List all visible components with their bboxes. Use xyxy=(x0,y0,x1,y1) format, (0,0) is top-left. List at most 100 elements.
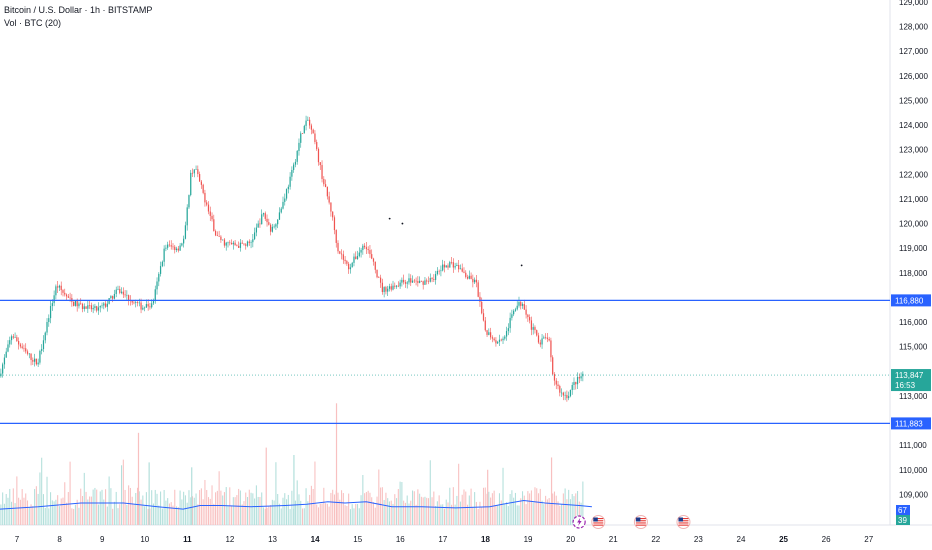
candle xyxy=(534,325,536,334)
candle-body xyxy=(126,295,128,296)
candle-body xyxy=(328,196,330,203)
price-tick-label: 129,000 xyxy=(899,0,928,7)
candle xyxy=(550,337,552,362)
candle xyxy=(466,274,469,280)
candle-body xyxy=(291,169,293,177)
candle-body xyxy=(35,358,37,365)
event-markers[interactable] xyxy=(572,515,691,529)
price-tick-label: 119,000 xyxy=(899,244,928,253)
candle-body xyxy=(9,340,11,345)
candle xyxy=(117,285,119,291)
volume-bar xyxy=(323,487,325,525)
candle xyxy=(275,223,277,230)
price-tick-label: 115,000 xyxy=(899,343,928,352)
candle xyxy=(227,241,229,248)
candle-body xyxy=(397,285,399,287)
candle xyxy=(284,193,286,206)
level-price-label: 111,883 xyxy=(895,419,923,428)
volume-bar xyxy=(317,507,320,525)
price-tick-label: 111,000 xyxy=(899,441,927,450)
volume-bar xyxy=(270,505,272,525)
volume-spike xyxy=(335,403,338,525)
volume-bar xyxy=(438,495,440,525)
candle-body xyxy=(156,281,158,290)
candle xyxy=(33,353,36,367)
candle-body xyxy=(248,241,250,243)
volume-bar xyxy=(280,508,282,525)
volume-bar xyxy=(424,496,426,525)
candle-body xyxy=(253,232,256,240)
volume-bar xyxy=(207,497,210,525)
volume-bar xyxy=(287,494,289,525)
candle-body xyxy=(339,251,341,254)
volume-bar xyxy=(16,476,18,525)
flag-stripe xyxy=(678,522,689,524)
volume-bar xyxy=(562,493,564,525)
candle-body xyxy=(131,300,133,303)
candle-body xyxy=(188,195,190,208)
candle-body xyxy=(62,290,64,293)
candle xyxy=(399,279,401,289)
volume-bar xyxy=(273,500,275,525)
candle-body xyxy=(342,254,344,260)
candle xyxy=(60,281,62,296)
candle-body xyxy=(23,348,25,349)
candle xyxy=(264,211,266,221)
volume-bar xyxy=(408,503,410,525)
candle-body xyxy=(429,278,431,282)
candle-body xyxy=(443,264,446,268)
candle-body xyxy=(332,211,334,218)
candle xyxy=(539,339,541,348)
candle xyxy=(404,279,407,288)
candle xyxy=(316,139,318,151)
candle-body xyxy=(326,186,328,197)
volume-bar xyxy=(341,490,343,525)
candle-body xyxy=(142,307,144,310)
candle xyxy=(562,391,564,401)
volume-bar xyxy=(9,488,11,525)
candle xyxy=(269,223,272,236)
volume-bar xyxy=(278,503,280,525)
candle-body xyxy=(559,386,561,393)
price-axis[interactable]: 129,000 128,000 127,000 126,000 125,000 124,0… xyxy=(899,0,928,499)
volume-bar xyxy=(99,491,101,525)
volume-bar xyxy=(140,499,142,525)
candle-body xyxy=(99,305,101,308)
candle-body xyxy=(452,262,454,268)
candle-body xyxy=(568,396,570,399)
candle-body xyxy=(337,242,339,252)
candle-body xyxy=(346,261,348,264)
candle xyxy=(392,280,394,291)
candle-body xyxy=(268,222,270,225)
volume-bar xyxy=(154,489,156,525)
volume-bar xyxy=(161,508,163,525)
volume-bar xyxy=(94,487,96,525)
time-tick-label: 10 xyxy=(140,535,149,544)
candle-body xyxy=(83,306,85,310)
candle xyxy=(573,377,575,390)
volume-legend[interactable]: Vol · BTC (20) xyxy=(4,18,62,28)
current-price-badge xyxy=(891,369,931,392)
volume-bar xyxy=(362,474,364,525)
candle xyxy=(126,290,128,300)
volume-bar xyxy=(46,476,48,525)
volume-bar xyxy=(291,490,293,525)
candle-body xyxy=(78,303,80,307)
candle xyxy=(440,265,442,277)
volume-bar xyxy=(204,479,206,525)
candle xyxy=(475,274,478,288)
horizontal-levels[interactable] xyxy=(0,299,890,425)
candle-body xyxy=(266,218,268,223)
symbol-legend[interactable]: Bitcoin / U.S. Dollar · 1h · BITSTAMP xyxy=(4,5,153,15)
candle-body xyxy=(340,253,343,255)
volume-bar xyxy=(252,493,254,525)
time-axis[interactable]: 7 8 9 10 11 12 13 14 15 16 17 18 19 20 21 22 23 24 25 26 27 xyxy=(15,535,874,544)
candle-body xyxy=(207,204,210,212)
candle-body xyxy=(227,242,229,244)
volume-bar xyxy=(467,504,469,525)
candle-body xyxy=(32,359,34,362)
candle-body xyxy=(60,285,62,291)
candle xyxy=(136,300,139,307)
candle-body xyxy=(53,295,55,304)
